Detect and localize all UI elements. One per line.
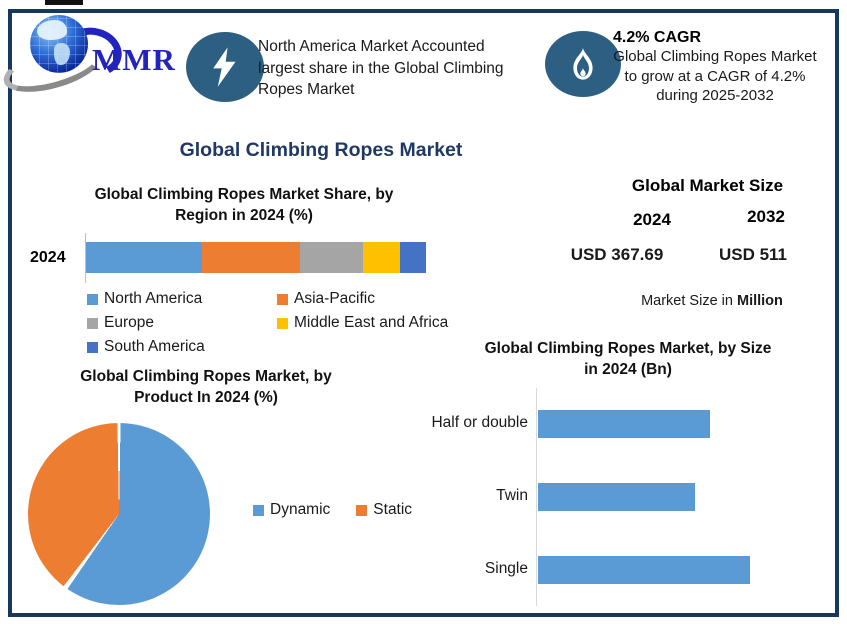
logo-text: MMR — [92, 42, 176, 77]
flame-glyph — [573, 47, 593, 80]
region-bar-segment — [400, 242, 426, 273]
product-chart-title-line: Product In 2024 (%) — [134, 389, 278, 406]
size-chart-title-line: in 2024 (Bn) — [584, 361, 672, 378]
product-legend: Dynamic Static — [253, 501, 412, 519]
legend-item: Asia-Pacific — [277, 290, 448, 308]
region-axis-label: 2024 — [30, 249, 66, 266]
legend-label: Asia-Pacific — [294, 290, 375, 307]
highlight-right-line: to grow at a CAGR of 4.2% — [624, 67, 806, 85]
legend-item: Europe — [87, 314, 277, 332]
legend-swatch — [277, 293, 288, 305]
region-bar — [86, 242, 426, 273]
legend-label: Dynamic — [270, 501, 331, 518]
legend-swatch — [277, 317, 288, 329]
lightning-icon — [186, 32, 264, 102]
market-size-title: Global Market Size — [631, 176, 784, 195]
region-chart-title-line: Region in 2024 (%) — [175, 207, 313, 224]
region-legend: North America Asia-Pacific Europe Middle Ea… — [87, 290, 448, 356]
cropped-text-artifact — [45, 0, 83, 5]
market-size-note-unit: Million — [736, 293, 783, 309]
size-bar — [538, 410, 710, 438]
legend-label: Static — [373, 501, 413, 518]
legend-swatch — [87, 293, 98, 305]
highlight-left-line: North America Market Accounted — [258, 38, 485, 55]
highlight-right-text: 4.2% CAGR Global Climbing Ropes Market t… — [600, 29, 830, 106]
legend-label: Middle East and Africa — [294, 314, 449, 331]
legend-item: North America — [87, 290, 277, 308]
region-chart-axis — [85, 233, 86, 283]
market-size-value-2032: USD 511 — [718, 245, 788, 264]
highlight-left-line: Ropes Market — [258, 81, 355, 98]
legend-swatch — [87, 317, 98, 329]
highlight-left-line: largest share in the Global Climbing — [258, 59, 504, 77]
legend-item: Static — [356, 501, 412, 519]
size-bar — [538, 483, 695, 511]
market-size-year-2024: 2024 — [633, 210, 671, 229]
highlight-left-text: North America Market Accounted largest s… — [258, 36, 530, 101]
size-bar-label: Half or double — [431, 414, 528, 431]
legend-label: South America — [104, 338, 205, 355]
size-chart-axis — [536, 388, 537, 606]
size-bar-label: Twin — [496, 487, 528, 504]
legend-swatch — [356, 504, 368, 516]
legend-label: North America — [104, 290, 203, 307]
product-chart-title: Global Climbing Ropes Market, by Product… — [26, 366, 386, 408]
product-chart-title-line: Global Climbing Ropes Market, by — [80, 368, 332, 385]
region-bar-segment — [363, 242, 401, 273]
size-bar — [538, 556, 750, 584]
market-size-note: Market Size in Million — [612, 293, 812, 309]
region-chart-title-line: Global Climbing Ropes Market Share, by — [94, 186, 394, 203]
region-chart-title: Global Climbing Ropes Market Share, by R… — [34, 184, 454, 226]
region-bar-segment — [201, 242, 301, 273]
lightning-glyph — [213, 47, 236, 87]
size-bar-label: Single — [484, 560, 528, 577]
product-pie — [28, 423, 210, 605]
page-title: Global Climbing Ropes Market — [179, 139, 463, 161]
market-size-value-2024: USD 367.69 — [570, 245, 664, 264]
market-size-note-prefix: Market Size in — [641, 293, 737, 309]
legend-swatch — [87, 341, 98, 353]
globe-icon — [30, 15, 88, 73]
legend-label: Europe — [104, 314, 154, 331]
highlight-right-line: during 2025-2032 — [656, 87, 774, 104]
legend-swatch — [253, 504, 264, 516]
legend-item: South America — [87, 338, 277, 356]
flame-icon — [545, 31, 621, 97]
cagr-heading: 4.2% CAGR — [613, 29, 702, 46]
size-chart-title: Global Climbing Ropes Market, by Size in… — [445, 338, 811, 380]
region-bar-segment — [86, 242, 202, 273]
region-bar-segment — [300, 242, 364, 273]
size-chart-title-line: Global Climbing Ropes Market, by Size — [484, 340, 772, 357]
highlight-right-line: Global Climbing Ropes Market — [613, 48, 817, 65]
legend-item: Middle East and Africa — [277, 314, 448, 332]
market-size-year-2032: 2032 — [747, 207, 785, 226]
legend-item: Dynamic — [253, 501, 330, 519]
